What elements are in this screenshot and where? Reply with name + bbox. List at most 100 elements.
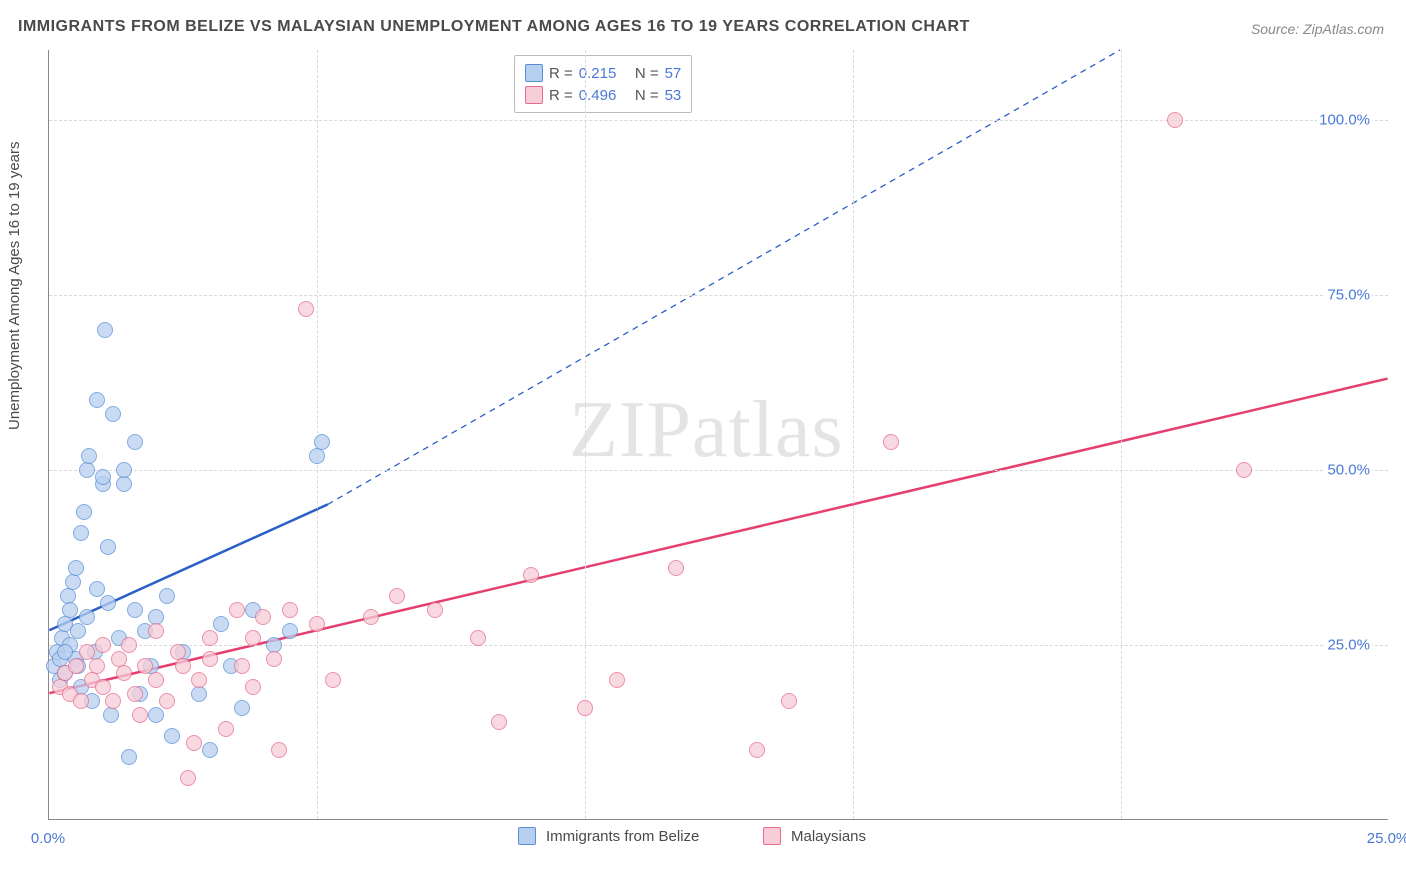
scatter-point bbox=[523, 567, 539, 583]
watermark-light: atlas bbox=[692, 386, 844, 474]
scatter-point bbox=[180, 770, 196, 786]
scatter-point bbox=[68, 560, 84, 576]
scatter-point bbox=[298, 301, 314, 317]
legend-swatch bbox=[525, 86, 543, 104]
scatter-point bbox=[577, 700, 593, 716]
scatter-point bbox=[282, 602, 298, 618]
scatter-point bbox=[65, 574, 81, 590]
scatter-point bbox=[1236, 462, 1252, 478]
gridline-horizontal bbox=[49, 470, 1388, 471]
gridline-horizontal bbox=[49, 120, 1388, 121]
gridline-vertical bbox=[853, 50, 854, 819]
watermark-bold: ZIP bbox=[569, 386, 692, 474]
scatter-point bbox=[105, 693, 121, 709]
scatter-point bbox=[73, 525, 89, 541]
x-tick-label: 25.0% bbox=[1367, 830, 1406, 847]
scatter-point bbox=[213, 616, 229, 632]
scatter-point bbox=[266, 651, 282, 667]
correlation-legend: R = 0.215 N = 57R = 0.496 N = 53 bbox=[514, 55, 692, 113]
scatter-point bbox=[100, 595, 116, 611]
legend-row: R = 0.215 N = 57 bbox=[525, 62, 681, 84]
y-tick-label: 75.0% bbox=[1325, 287, 1372, 304]
scatter-point bbox=[309, 448, 325, 464]
scatter-point bbox=[668, 560, 684, 576]
scatter-point bbox=[95, 679, 111, 695]
scatter-point bbox=[95, 637, 111, 653]
scatter-point bbox=[491, 714, 507, 730]
scatter-point bbox=[89, 658, 105, 674]
scatter-point bbox=[127, 686, 143, 702]
scatter-point bbox=[229, 602, 245, 618]
scatter-point bbox=[121, 637, 137, 653]
scatter-point bbox=[202, 630, 218, 646]
scatter-point bbox=[127, 434, 143, 450]
scatter-point bbox=[79, 609, 95, 625]
scatter-point bbox=[116, 665, 132, 681]
scatter-point bbox=[883, 434, 899, 450]
scatter-point bbox=[148, 672, 164, 688]
scatter-point bbox=[116, 462, 132, 478]
scatter-point bbox=[271, 742, 287, 758]
scatter-point bbox=[95, 469, 111, 485]
scatter-point bbox=[749, 742, 765, 758]
scatter-point bbox=[234, 700, 250, 716]
scatter-point bbox=[132, 707, 148, 723]
y-tick-label: 100.0% bbox=[1317, 112, 1372, 129]
scatter-point bbox=[218, 721, 234, 737]
scatter-point bbox=[137, 658, 153, 674]
legend-swatch bbox=[763, 827, 781, 845]
scatter-point bbox=[781, 693, 797, 709]
series-legend-b: Malaysians bbox=[763, 827, 866, 845]
scatter-point bbox=[81, 448, 97, 464]
scatter-point bbox=[389, 588, 405, 604]
scatter-point bbox=[609, 672, 625, 688]
scatter-point bbox=[245, 679, 261, 695]
scatter-point bbox=[68, 658, 84, 674]
scatter-point bbox=[73, 693, 89, 709]
scatter-point bbox=[314, 434, 330, 450]
scatter-point bbox=[97, 322, 113, 338]
scatter-point bbox=[76, 504, 92, 520]
scatter-point bbox=[1167, 112, 1183, 128]
y-tick-label: 50.0% bbox=[1325, 462, 1372, 479]
y-tick-label: 25.0% bbox=[1325, 637, 1372, 654]
scatter-point bbox=[103, 707, 119, 723]
scatter-point bbox=[159, 588, 175, 604]
series-legend-a: Immigrants from Belize bbox=[518, 827, 699, 845]
scatter-point bbox=[255, 609, 271, 625]
scatter-point bbox=[121, 749, 137, 765]
scatter-point bbox=[234, 658, 250, 674]
scatter-point bbox=[89, 581, 105, 597]
trend-lines-layer bbox=[49, 50, 1388, 819]
scatter-point bbox=[363, 609, 379, 625]
scatter-point bbox=[470, 630, 486, 646]
series-name: Malaysians bbox=[791, 828, 866, 845]
scatter-point bbox=[245, 630, 261, 646]
gridline-vertical bbox=[1121, 50, 1122, 819]
scatter-point bbox=[127, 602, 143, 618]
chart-title: IMMIGRANTS FROM BELIZE VS MALAYSIAN UNEM… bbox=[18, 18, 970, 36]
scatter-point bbox=[175, 658, 191, 674]
chart-plot-area: ZIPatlas R = 0.215 N = 57R = 0.496 N = 5… bbox=[48, 50, 1388, 820]
scatter-point bbox=[79, 462, 95, 478]
legend-r-label: R = bbox=[549, 87, 573, 104]
legend-n-label: N = bbox=[622, 87, 658, 104]
scatter-point bbox=[62, 602, 78, 618]
scatter-point bbox=[325, 672, 341, 688]
watermark: ZIPatlas bbox=[569, 385, 844, 476]
scatter-point bbox=[89, 392, 105, 408]
scatter-point bbox=[105, 406, 121, 422]
scatter-point bbox=[116, 476, 132, 492]
source-attribution: Source: ZipAtlas.com bbox=[1251, 21, 1384, 37]
scatter-point bbox=[427, 602, 443, 618]
legend-row: R = 0.496 N = 53 bbox=[525, 84, 681, 106]
y-axis-label: Unemployment Among Ages 16 to 19 years bbox=[6, 141, 23, 430]
scatter-point bbox=[57, 644, 73, 660]
legend-swatch bbox=[525, 64, 543, 82]
legend-r-label: R = bbox=[549, 65, 573, 82]
scatter-point bbox=[202, 651, 218, 667]
scatter-point bbox=[70, 623, 86, 639]
gridline-horizontal bbox=[49, 295, 1388, 296]
series-name: Immigrants from Belize bbox=[546, 828, 699, 845]
legend-n-value: 57 bbox=[665, 65, 682, 82]
